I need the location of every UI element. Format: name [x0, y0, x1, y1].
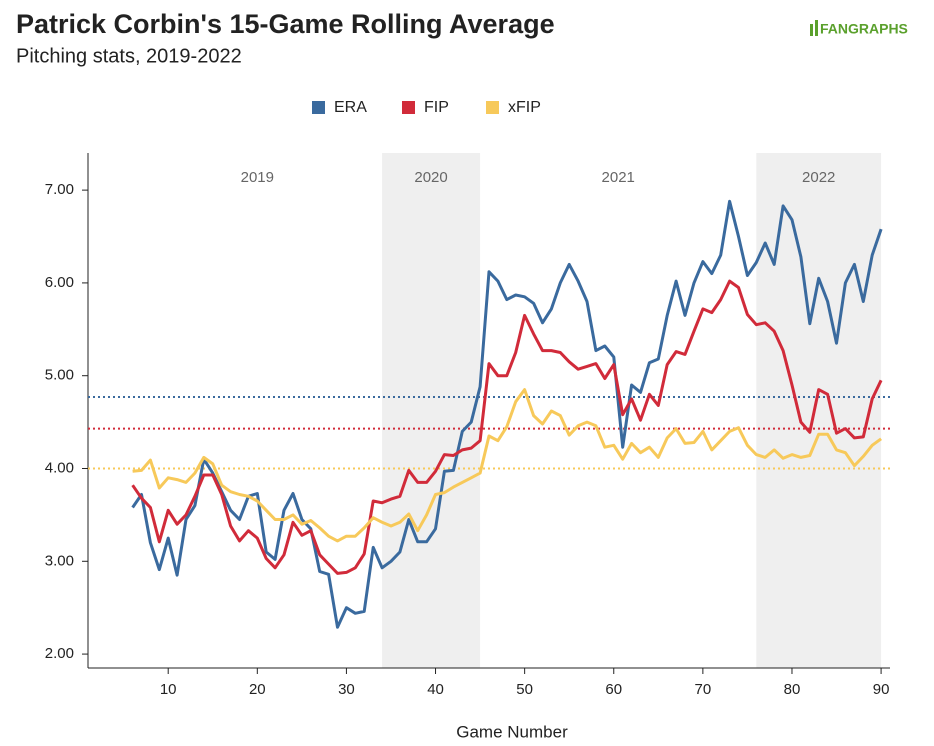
season-band: [756, 153, 882, 668]
logo: FANGRAPHS: [810, 20, 908, 37]
x-tick-label: 70: [695, 681, 712, 698]
logo-icon: [810, 24, 813, 36]
legend-label: FIP: [424, 99, 449, 116]
legend-swatch: [486, 101, 499, 114]
y-tick-label: 6.00: [45, 274, 74, 291]
x-axis-label: Game Number: [456, 722, 568, 741]
legend-swatch: [312, 101, 325, 114]
x-tick-label: 80: [784, 681, 801, 698]
season-label: 2019: [241, 169, 274, 186]
y-tick-label: 3.00: [45, 552, 74, 569]
x-tick-label: 20: [249, 681, 266, 698]
x-tick-label: 40: [427, 681, 444, 698]
x-tick-label: 60: [605, 681, 622, 698]
x-tick-label: 30: [338, 681, 355, 698]
x-tick-label: 10: [160, 681, 177, 698]
series-line: [131, 199, 883, 629]
y-tick-label: 4.00: [45, 459, 74, 476]
y-tick-label: 5.00: [45, 367, 74, 384]
y-tick-label: 2.00: [45, 645, 74, 662]
season-label: 2020: [414, 169, 447, 186]
chart-subtitle: Pitching stats, 2019-2022: [16, 45, 242, 67]
x-tick-label: 90: [873, 681, 890, 698]
season-label: 2022: [802, 169, 835, 186]
y-tick-label: 7.00: [45, 181, 74, 198]
legend-label: ERA: [334, 99, 367, 116]
chart-title: Patrick Corbin's 15-Game Rolling Average: [16, 9, 555, 39]
x-tick-label: 50: [516, 681, 533, 698]
series-line: [131, 279, 883, 575]
legend-swatch: [402, 101, 415, 114]
season-label: 2021: [602, 169, 635, 186]
logo-text: FANGRAPHS: [820, 21, 908, 37]
legend-label: xFIP: [508, 99, 541, 116]
season-band: [382, 153, 481, 668]
logo-icon: [815, 20, 818, 36]
series-line: [132, 388, 882, 543]
